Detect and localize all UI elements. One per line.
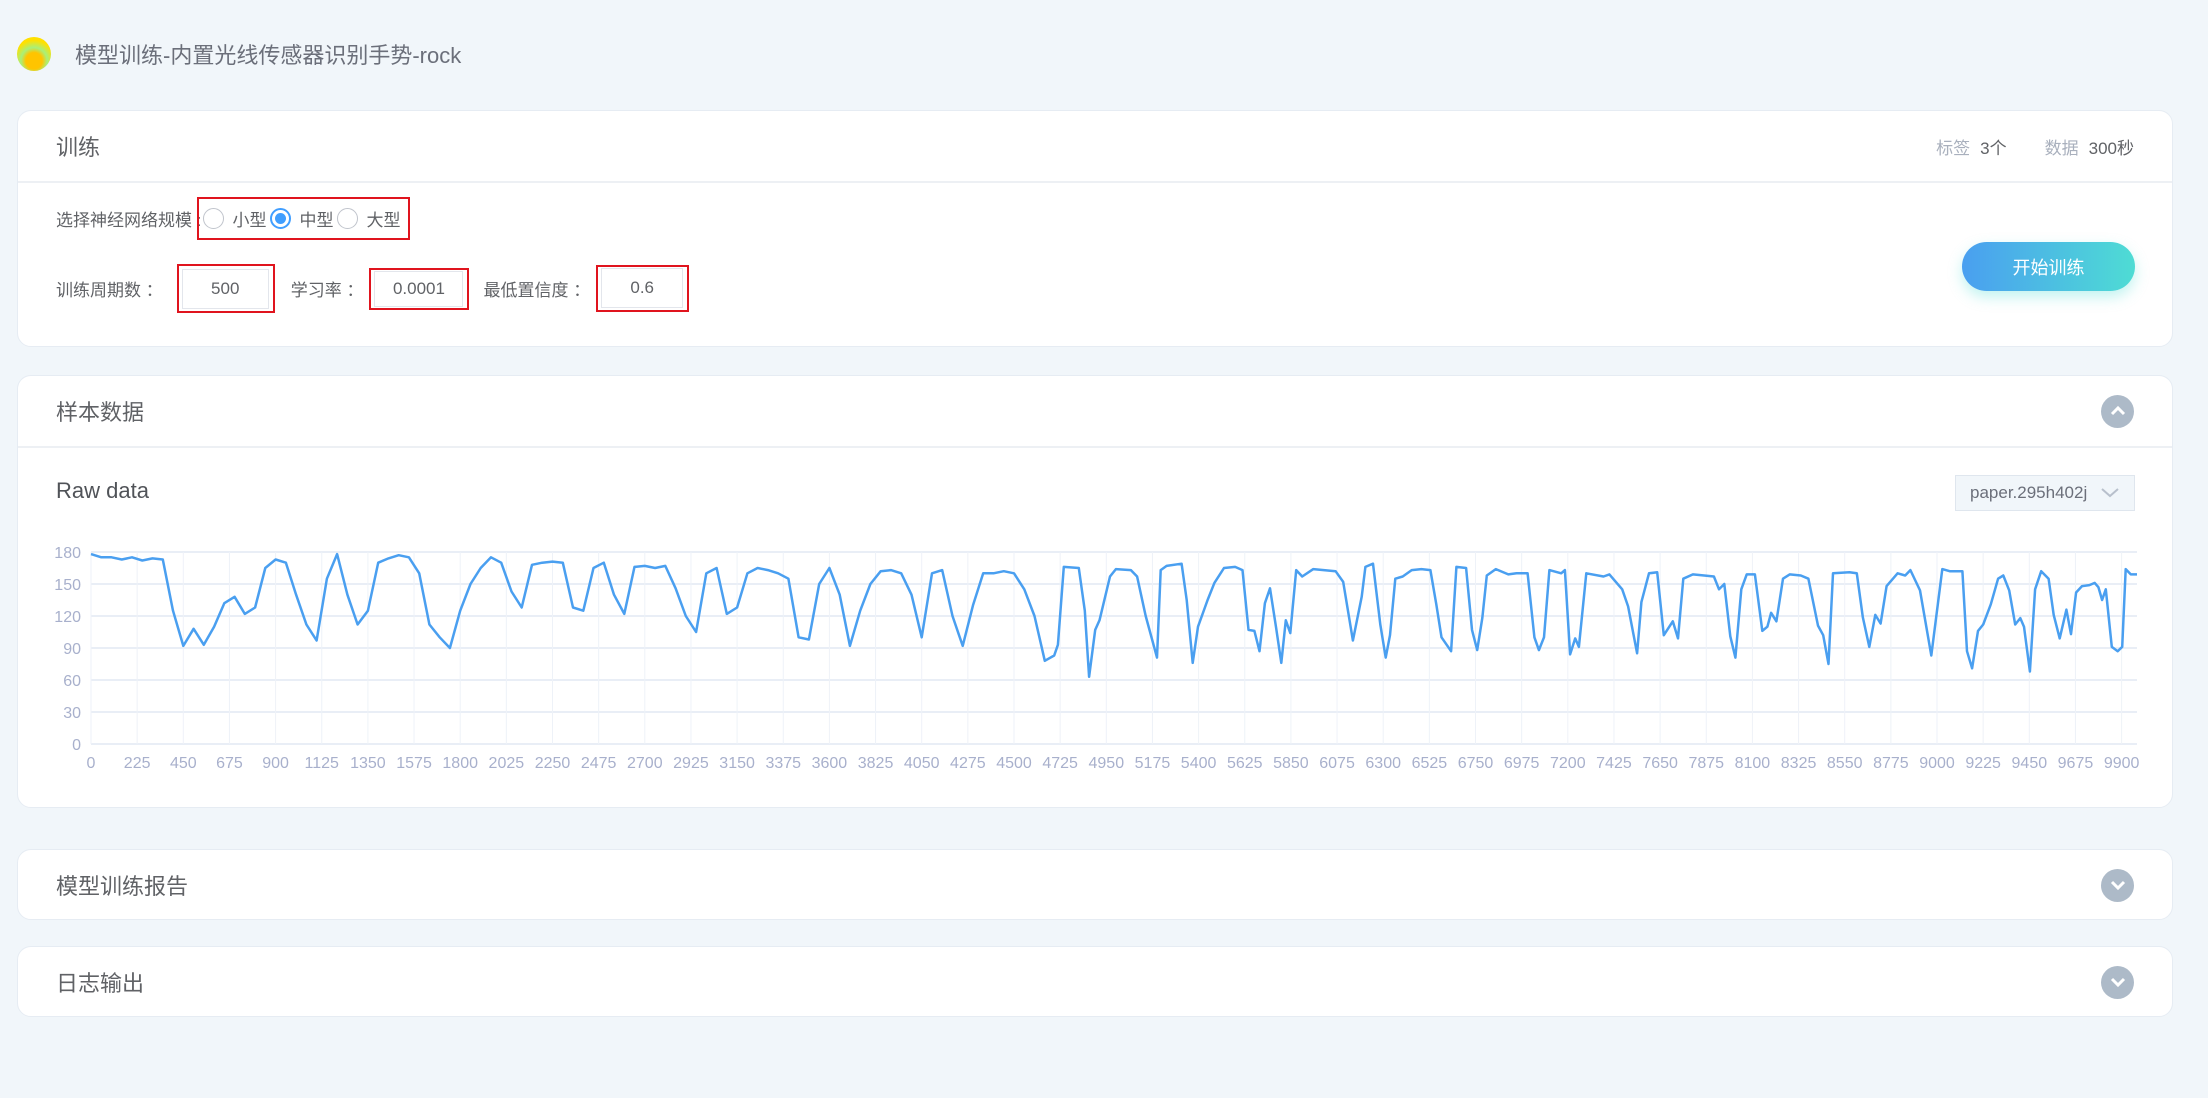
x-tick-label: 9450 — [2012, 755, 2048, 772]
x-tick-label: 6075 — [1319, 755, 1355, 772]
x-tick-label: 8325 — [1781, 755, 1817, 772]
x-tick-label: 675 — [216, 755, 243, 772]
x-tick-label: 900 — [262, 755, 289, 772]
x-tick-label: 4050 — [904, 755, 940, 772]
x-tick-label: 9225 — [1965, 755, 2001, 772]
samples-card: 样本数据 Raw data paper.295h402j 0 30 60 90 120 1… — [17, 375, 2173, 808]
x-tick-label: 5175 — [1135, 755, 1171, 772]
log-card: 日志输出 — [17, 946, 2173, 1017]
x-tick-label: 225 — [124, 755, 151, 772]
collapse-toggle-button[interactable] — [2101, 394, 2134, 428]
x-tick-label: 7650 — [1642, 755, 1678, 772]
radio-large[interactable]: 大型 — [333, 206, 400, 231]
x-tick-label: 4950 — [1089, 755, 1125, 772]
x-tick-label: 6525 — [1412, 755, 1448, 772]
tags-label: 标签 — [1936, 138, 1971, 158]
x-tick-label: 5625 — [1227, 755, 1263, 772]
tags-value: 3个 — [1980, 138, 2007, 158]
samples-title: 样本数据 — [56, 400, 145, 425]
log-title: 日志输出 — [56, 971, 145, 996]
y-tick-label: 180 — [54, 545, 81, 562]
x-tick-label: 9900 — [2104, 755, 2140, 772]
x-tick-label: 6300 — [1365, 755, 1401, 772]
x-tick-label: 7425 — [1596, 755, 1632, 772]
x-tick-label: 9675 — [2058, 755, 2094, 772]
y-tick-label: 90 — [63, 641, 81, 658]
y-tick-label: 120 — [54, 609, 81, 626]
x-tick-label: 450 — [170, 755, 197, 772]
chevron-down-icon — [2110, 977, 2125, 988]
x-tick-label: 2250 — [535, 755, 571, 772]
training-stats: 标签 3个 数据 300秒 — [1936, 134, 2134, 159]
report-card: 模型训练报告 — [17, 849, 2173, 920]
x-tick-label: 2925 — [673, 755, 709, 772]
epochs-input[interactable]: 500 — [181, 268, 269, 309]
network-size-label: 选择神经网络规模 : — [56, 211, 202, 230]
min-confidence-label: 最低置信度 ： — [483, 281, 591, 300]
page-title: 模型训练-内置光线传感器识别手势-rock — [75, 43, 462, 68]
learning-rate-label: 学习率 ： — [290, 281, 364, 300]
epochs-label: 训练周期数 ： — [56, 281, 163, 300]
x-tick-label: 5850 — [1273, 755, 1309, 772]
x-tick-label: 1125 — [305, 755, 340, 772]
start-training-button[interactable]: 开始训练 — [1962, 242, 2135, 291]
chevron-up-icon — [2110, 405, 2125, 416]
page-header: 模型训练-内置光线传感器识别手势-rock — [17, 36, 461, 72]
x-tick-label: 0 — [87, 755, 96, 772]
x-tick-label: 3150 — [719, 755, 755, 772]
y-tick-label: 30 — [63, 705, 81, 722]
x-tick-label: 8100 — [1735, 755, 1771, 772]
chevron-down-icon — [2110, 880, 2125, 891]
x-tick-label: 1575 — [396, 755, 432, 772]
radio-small-label: 小型 — [232, 211, 267, 230]
x-tick-label: 8550 — [1827, 755, 1863, 772]
x-tick-label: 7875 — [1688, 755, 1724, 772]
radio-large-circle[interactable] — [337, 208, 359, 229]
x-tick-label: 8775 — [1873, 755, 1909, 772]
sample-select[interactable]: paper.295h402j — [1955, 475, 2135, 511]
raw-data-series-line — [90, 552, 2137, 679]
x-tick-label: 3825 — [858, 755, 894, 772]
learning-rate-input[interactable]: 0.0001 — [374, 270, 464, 307]
sample-select-value: paper.295h402j — [1970, 483, 2088, 502]
expand-log-button[interactable] — [2101, 965, 2134, 999]
x-tick-label: 4500 — [996, 755, 1032, 772]
expand-report-button[interactable] — [2101, 868, 2134, 902]
x-tick-label: 2700 — [627, 755, 663, 772]
radio-small[interactable]: 小型 — [199, 206, 266, 231]
training-title: 训练 — [56, 135, 101, 160]
data-value: 300秒 — [2088, 138, 2134, 158]
x-tick-label: 3375 — [765, 755, 801, 772]
radio-small-circle[interactable] — [203, 208, 225, 229]
x-tick-label: 6750 — [1458, 755, 1494, 772]
x-tick-label: 9000 — [1919, 755, 1955, 772]
x-tick-label: 1350 — [350, 755, 386, 772]
y-tick-label: 150 — [54, 577, 81, 594]
network-size-radio-group: 小型 中型 大型 — [197, 197, 411, 240]
data-label: 数据 — [2044, 138, 2079, 158]
radio-medium-circle[interactable] — [270, 208, 292, 229]
min-confidence-input[interactable]: 0.6 — [601, 267, 684, 308]
x-tick-label: 1800 — [442, 755, 478, 772]
sun-logo-icon — [17, 37, 51, 71]
radio-medium[interactable]: 中型 — [266, 206, 333, 231]
x-tick-label: 3600 — [812, 755, 848, 772]
radio-medium-label: 中型 — [299, 211, 334, 230]
y-tick-label: 0 — [72, 737, 81, 754]
training-card: 训练 标签 3个 数据 300秒 选择神经网络规模 : 小型 中型 大型 训练周… — [17, 110, 2173, 347]
x-tick-label: 4725 — [1042, 755, 1078, 772]
x-tick-label: 4275 — [950, 755, 986, 772]
x-tick-label: 6975 — [1504, 755, 1540, 772]
x-tick-label: 7200 — [1550, 755, 1586, 772]
chart-title: Raw data — [56, 478, 149, 503]
x-tick-label: 5400 — [1181, 755, 1217, 772]
y-tick-label: 60 — [63, 673, 81, 690]
radio-large-label: 大型 — [366, 211, 401, 230]
x-tick-label: 2475 — [581, 755, 617, 772]
chevron-down-icon — [2101, 488, 2119, 498]
x-tick-label: 2025 — [489, 755, 525, 772]
report-title: 模型训练报告 — [56, 874, 189, 899]
